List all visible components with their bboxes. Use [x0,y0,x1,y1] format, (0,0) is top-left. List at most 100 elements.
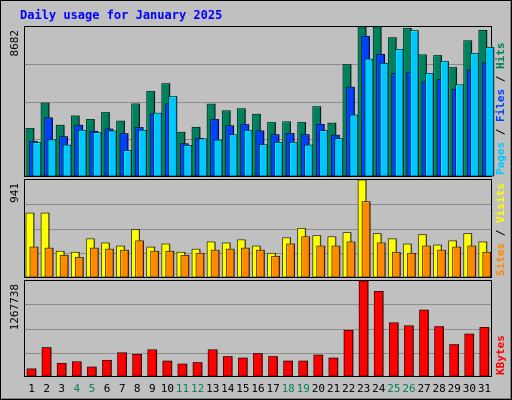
bar-sites-day-22 [346,241,356,278]
bar-pages-day-28 [440,61,449,177]
x-tick-label-21: 21 [327,382,340,395]
bar-sites-day-9 [150,250,160,278]
bar-pages-day-11 [183,145,193,177]
bar-kbytes-day-6 [102,359,112,377]
bar-sites-day-3 [59,255,69,278]
legend-hits-files-pages: Pages / Files / Hits [494,43,507,176]
x-tick-label-12: 12 [191,382,204,395]
bar-kbytes-day-16 [253,353,263,377]
bar-sites-day-18 [286,243,295,278]
x-tick-label-13: 13 [206,382,219,395]
legend-item-visits: Visits [494,183,507,223]
x-tick-label-11: 11 [176,382,189,395]
bar-kbytes-day-4 [71,361,82,377]
x-tick-label-10: 10 [161,382,174,395]
x-tick-label-9: 9 [149,382,156,395]
legend-item-: / [494,223,507,243]
bar-kbytes-day-25 [389,322,399,377]
bar-pages-day-2 [47,139,57,177]
bar-pages-day-21 [334,138,344,177]
bar-sites-day-12 [195,252,205,278]
bar-kbytes-day-5 [87,366,97,377]
legend-kbytes: KBytes [494,335,507,375]
bar-sites-day-1 [29,246,39,278]
bar-kbytes-day-21 [328,357,339,377]
ymax-label-hits-files-pages: 8682 [8,30,21,57]
bar-kbytes-day-1 [26,368,37,377]
bar-sites-day-30 [467,245,477,278]
bar-kbytes-day-29 [449,344,460,377]
bar-kbytes-day-22 [343,329,354,377]
bar-sites-day-5 [90,247,99,278]
bar-kbytes-day-24 [373,291,384,377]
bar-kbytes-day-9 [147,349,158,377]
ymax-label-visits-sites: 941 [8,183,21,203]
bar-pages-day-22 [349,114,359,177]
x-tick-label-4: 4 [74,382,81,395]
bar-sites-day-23 [361,201,371,278]
legend-visits-sites: Sites / Visits [494,183,507,276]
bar-pages-day-26 [410,30,419,177]
bar-pages-day-20 [319,130,329,177]
bar-kbytes-day-30 [464,333,475,377]
bar-pages-day-25 [395,49,404,177]
legend-item-: / [494,122,507,142]
bar-kbytes-day-19 [298,360,309,377]
legend-item-files: Files [494,89,507,122]
bar-kbytes-day-7 [117,352,127,377]
panel-border-kbytes [24,280,492,377]
x-tick-label-14: 14 [221,382,235,395]
bar-sites-day-19 [301,236,311,278]
bar-kbytes-day-10 [162,360,173,377]
x-tick-label-25: 25 [387,382,400,395]
bar-pages-day-23 [364,58,374,177]
bar-pages-day-18 [289,142,298,177]
bar-sites-day-11 [180,255,190,278]
x-tick-label-5: 5 [89,382,96,395]
bar-kbytes-day-20 [313,354,324,377]
bar-pages-day-13 [213,139,223,177]
legend-item-pages: Pages [494,142,507,175]
bar-pages-day-30 [470,53,480,177]
bar-sites-day-20 [316,245,326,278]
bar-pages-day-15 [244,130,253,177]
bar-kbytes-day-3 [56,362,67,377]
bar-sites-day-16 [256,249,265,278]
x-tick-label-8: 8 [134,382,141,395]
bar-kbytes-day-31 [479,326,490,377]
bar-sites-day-25 [392,251,401,278]
bar-sites-day-21 [331,245,341,278]
bar-kbytes-day-23 [358,280,369,377]
x-tick-label-22: 22 [342,382,355,395]
bar-pages-day-9 [153,112,163,177]
bar-pages-day-14 [228,134,238,177]
bar-pages-day-6 [108,130,117,177]
bar-sites-day-6 [105,248,114,278]
legend-item-: / [494,69,507,89]
bar-sites-day-26 [407,252,416,278]
bar-pages-day-29 [455,84,465,177]
bar-sites-day-14 [225,248,235,278]
bar-pages-day-4 [77,130,87,177]
bar-kbytes-day-8 [132,353,142,377]
bar-sites-day-8 [135,240,144,278]
bar-pages-day-19 [304,144,314,177]
x-tick-label-23: 23 [357,382,370,395]
bar-kbytes-day-13 [207,349,218,377]
bar-sites-day-29 [452,246,462,278]
x-tick-label-24: 24 [372,382,386,395]
bar-pages-day-7 [123,150,132,177]
bar-kbytes-day-14 [222,356,233,377]
bar-pages-day-17 [274,142,283,177]
bar-pages-day-1 [32,142,42,177]
x-tick-label-29: 29 [448,382,461,395]
bar-pages-day-5 [93,132,102,177]
bar-pages-day-16 [259,144,268,177]
x-tick-label-28: 28 [433,382,446,395]
x-tick-label-26: 26 [402,382,415,395]
x-tick-label-19: 19 [297,382,310,395]
x-tick-label-16: 16 [251,382,264,395]
ymax-label-kbytes: 1267738 [8,284,21,330]
bar-pages-day-27 [425,73,434,177]
bar-sites-day-10 [165,250,175,278]
